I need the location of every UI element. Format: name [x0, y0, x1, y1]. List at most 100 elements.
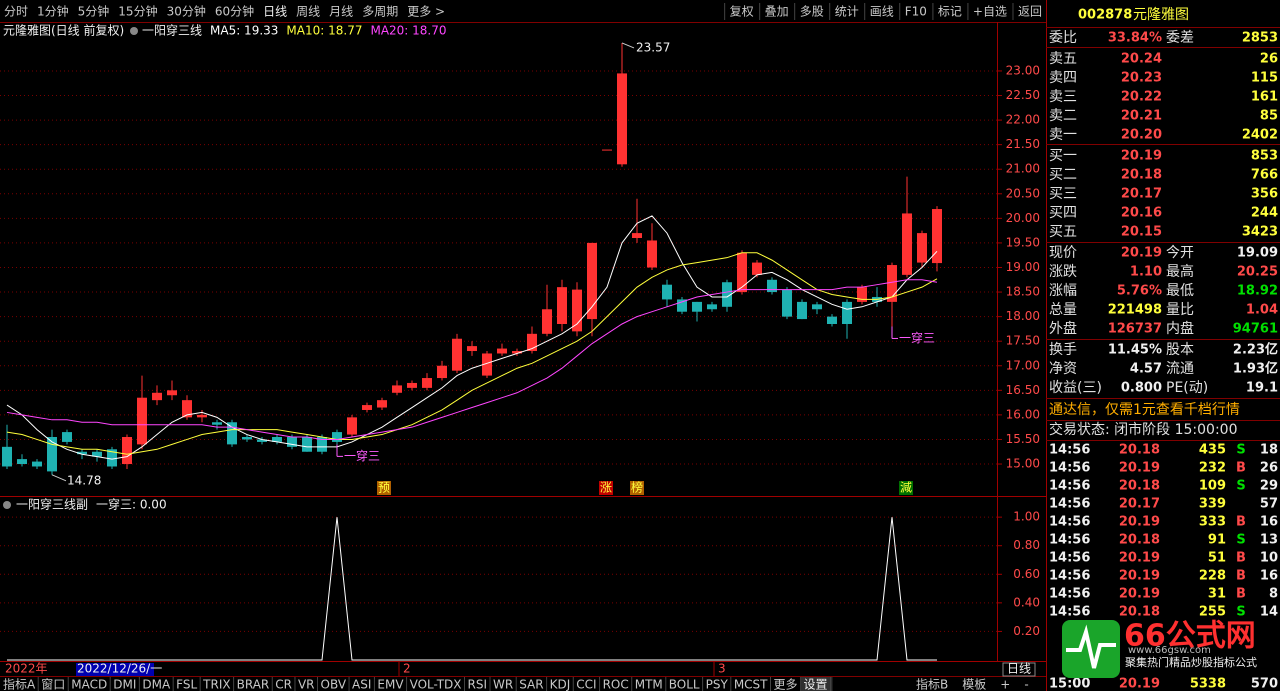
indicator-tab[interactable]: MACD — [71, 678, 107, 691]
period-button[interactable]: 1分钟 — [37, 4, 69, 19]
candle-body — [557, 287, 567, 324]
stat-value: 20.25 — [1237, 265, 1278, 280]
stat-value: 2.23亿 — [1233, 342, 1278, 358]
indicator-tab[interactable]: RSI — [468, 678, 488, 691]
candle-body — [767, 279, 777, 293]
period-button[interactable]: 15分钟 — [118, 4, 157, 19]
trade-count: 8 — [1269, 587, 1278, 602]
action-button[interactable]: F10 — [905, 5, 927, 19]
stat-value: 11.45% — [1108, 343, 1162, 358]
indicator-tab[interactable]: 窗口 — [41, 678, 65, 691]
trade-side: B — [1236, 551, 1246, 566]
indicator-tab[interactable]: 更多 — [774, 678, 798, 691]
indicator-tab[interactable]: - — [1024, 678, 1028, 691]
indicator-tab[interactable]: ASI — [352, 678, 371, 691]
action-button[interactable]: 画线 — [870, 5, 894, 19]
indicator-tab[interactable]: WR — [493, 678, 513, 691]
action-button[interactable]: 叠加 — [765, 5, 789, 19]
period-button[interactable]: 5分钟 — [78, 4, 110, 19]
indicator-tab[interactable]: SAR — [519, 678, 543, 691]
period-button[interactable]: 多周期 — [362, 5, 398, 19]
candle-body — [77, 451, 87, 455]
indicator-tab[interactable]: TRIX — [202, 678, 230, 691]
action-button[interactable]: 标记 — [938, 5, 962, 19]
stock-name: 元隆雅图 — [1133, 7, 1189, 23]
indicator-tab[interactable]: DMI — [113, 678, 136, 691]
action-button[interactable]: 复权 — [730, 5, 754, 19]
indicator-title: 一阳穿三线副 — [16, 497, 88, 512]
period-button[interactable]: 日线 — [263, 5, 287, 19]
indicator-tab[interactable]: PSY — [706, 678, 729, 691]
trade-price: 20.19 — [1119, 551, 1160, 566]
indicator-tab[interactable]: CR — [275, 678, 292, 691]
indicator-tab[interactable]: DMA — [142, 678, 171, 691]
indicator-tab[interactable]: 设置 — [804, 678, 828, 691]
y-tick-label: 21.00 — [1006, 162, 1040, 176]
book-price: 20.19 — [1121, 149, 1162, 164]
stat-label: 现价 — [1049, 245, 1077, 261]
indicator-tab[interactable]: OBV — [321, 678, 347, 691]
action-button[interactable]: 返回 — [1018, 5, 1042, 19]
stat-label: 最低 — [1166, 283, 1194, 299]
period-button[interactable]: 月线 — [329, 5, 353, 19]
candle-body — [677, 299, 687, 312]
book-price: 20.18 — [1121, 168, 1162, 183]
indicator-tab[interactable]: KDJ — [550, 678, 571, 691]
indicator-tab[interactable]: MTM — [635, 678, 663, 691]
indicator-tab[interactable]: EMV — [377, 678, 404, 691]
indicator-tab[interactable]: VOL-TDX — [410, 678, 462, 691]
period-button[interactable]: 更多 > — [407, 5, 445, 19]
y-tick-label: 22.00 — [1006, 113, 1040, 127]
stat-value: 94761 — [1233, 322, 1278, 337]
action-button[interactable]: 多股 — [800, 5, 824, 19]
trade-time: 14:56 — [1049, 605, 1090, 620]
month-label: 3 — [718, 662, 726, 676]
period-button[interactable]: 分时 — [4, 5, 28, 19]
book-volume: 356 — [1251, 187, 1278, 202]
candle-body — [392, 385, 402, 393]
book-volume: 2402 — [1242, 128, 1278, 143]
candle-body — [62, 432, 72, 442]
trade-time: 14:56 — [1049, 551, 1090, 566]
y-tick-label: 19.00 — [1006, 260, 1040, 274]
signal-line — [7, 517, 937, 661]
period-button[interactable]: 30分钟 — [167, 4, 206, 19]
indicator-tab[interactable]: + — [1000, 678, 1010, 691]
candle-body — [632, 233, 642, 239]
candle-body — [482, 353, 492, 376]
signal-annotation: 一穿三 — [344, 448, 380, 463]
event-marker: 预 — [378, 481, 390, 495]
cursor-date-box — [76, 663, 154, 676]
candle-body — [137, 397, 147, 445]
candle-body — [722, 282, 732, 307]
period-label: 日线 — [1007, 662, 1031, 676]
indicator-tab[interactable]: VR — [298, 678, 315, 691]
action-button[interactable]: 统计 — [835, 5, 859, 19]
indicator-tab[interactable]: MCST — [734, 678, 768, 691]
annotation-leader — [51, 474, 67, 482]
indicator-tab[interactable]: BOLL — [669, 678, 700, 691]
event-marker-box — [630, 481, 644, 495]
indicator-tab[interactable]: 模板 — [962, 678, 986, 691]
indicator-tab[interactable]: 指标A — [3, 677, 36, 691]
action-button[interactable]: +自选 — [973, 5, 1007, 19]
indicator-tab[interactable]: BRAR — [237, 678, 270, 691]
period-button[interactable]: 60分钟 — [215, 4, 254, 19]
indicator-tab[interactable]: ROC — [603, 678, 629, 691]
indicator-tab[interactable]: FSL — [176, 678, 197, 691]
trade-count: 10 — [1260, 551, 1278, 566]
event-marker: 涨 — [600, 480, 612, 495]
candle-body — [362, 405, 372, 410]
book-label: 卖一 — [1049, 127, 1077, 143]
trade-side: S — [1236, 605, 1245, 620]
candle-body — [272, 437, 282, 442]
period-button[interactable]: 周线 — [296, 5, 320, 19]
book-price: 20.16 — [1121, 206, 1162, 221]
indicator-tab[interactable]: 指标B — [916, 677, 948, 691]
event-marker-box — [899, 481, 913, 495]
indicator-tab[interactable]: CCI — [576, 678, 596, 691]
stat-value: 221498 — [1108, 303, 1162, 318]
notice: 通达信，仅需1元查看千档行情 — [1049, 402, 1240, 418]
book-label: 买一 — [1049, 148, 1077, 164]
stat-label: 收益(三) — [1049, 380, 1102, 396]
